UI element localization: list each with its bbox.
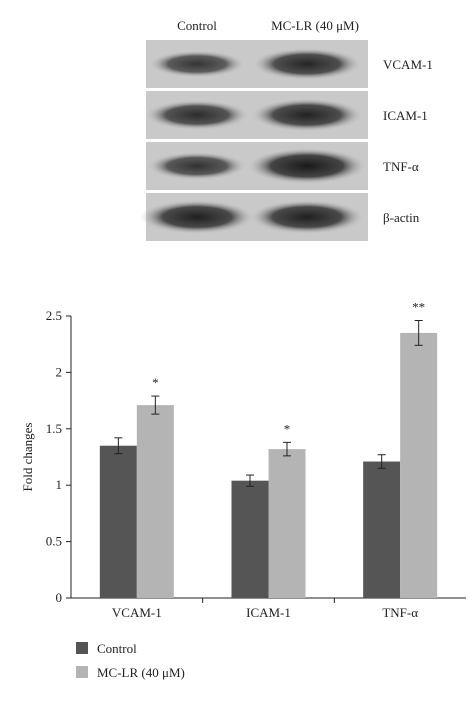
bar-control	[99, 445, 137, 598]
bar-mclr	[400, 332, 438, 598]
bar-control	[363, 461, 401, 598]
blot-row-label: VCAM-1	[383, 57, 433, 72]
significance-marker: **	[412, 300, 425, 315]
legend-swatch	[76, 642, 88, 654]
chart-bars: ****	[99, 300, 438, 598]
bar-mclr	[136, 405, 174, 598]
bar-mclr	[268, 449, 306, 598]
y-tick-label: 1.5	[46, 421, 62, 436]
chart-legend: Control MC-LR (40 μM)	[76, 641, 185, 680]
blot-lane-label-control: Control	[177, 18, 217, 33]
y-tick-label: 2	[56, 364, 63, 379]
y-axis-title: Fold changes	[20, 423, 35, 492]
blot-row-label: TNF-α	[383, 159, 419, 174]
legend-label: MC-LR (40 μM)	[97, 665, 185, 680]
bar-control	[231, 480, 269, 598]
x-category-label: TNF-α	[382, 605, 418, 620]
x-category-label: VCAM-1	[112, 605, 162, 620]
legend-swatch	[76, 666, 88, 678]
blot-row-label: ICAM-1	[383, 108, 428, 123]
y-tick-label: 2.5	[46, 308, 62, 323]
blot-band	[147, 152, 247, 180]
significance-marker: *	[152, 375, 159, 390]
western-blot-panel: Control MC-LR (40 μM) VCAM-1 ICAM-1 TNF-α β…	[139, 18, 433, 241]
blot-rows: VCAM-1 ICAM-1 TNF-α β-actin	[139, 40, 433, 241]
blot-band	[250, 98, 364, 132]
blot-band	[148, 50, 246, 78]
y-tick-label: 0.5	[46, 534, 62, 549]
x-category-label: ICAM-1	[246, 605, 291, 620]
blot-band	[139, 200, 255, 234]
y-tick-label: 0	[56, 590, 63, 605]
chart-ticks: 0 0.5 1 1.5 2 2.5 VCAM-1 ICAM-1 TNF-α	[46, 308, 418, 620]
legend-label: Control	[97, 641, 137, 656]
blot-band	[249, 200, 365, 234]
blot-band	[144, 100, 250, 130]
blot-band	[252, 48, 362, 80]
y-tick-label: 1	[56, 477, 63, 492]
significance-marker: *	[284, 421, 291, 436]
blot-lane-label-mclr: MC-LR (40 μM)	[271, 18, 359, 33]
blot-band	[247, 148, 367, 184]
blot-row-label: β-actin	[383, 210, 420, 225]
